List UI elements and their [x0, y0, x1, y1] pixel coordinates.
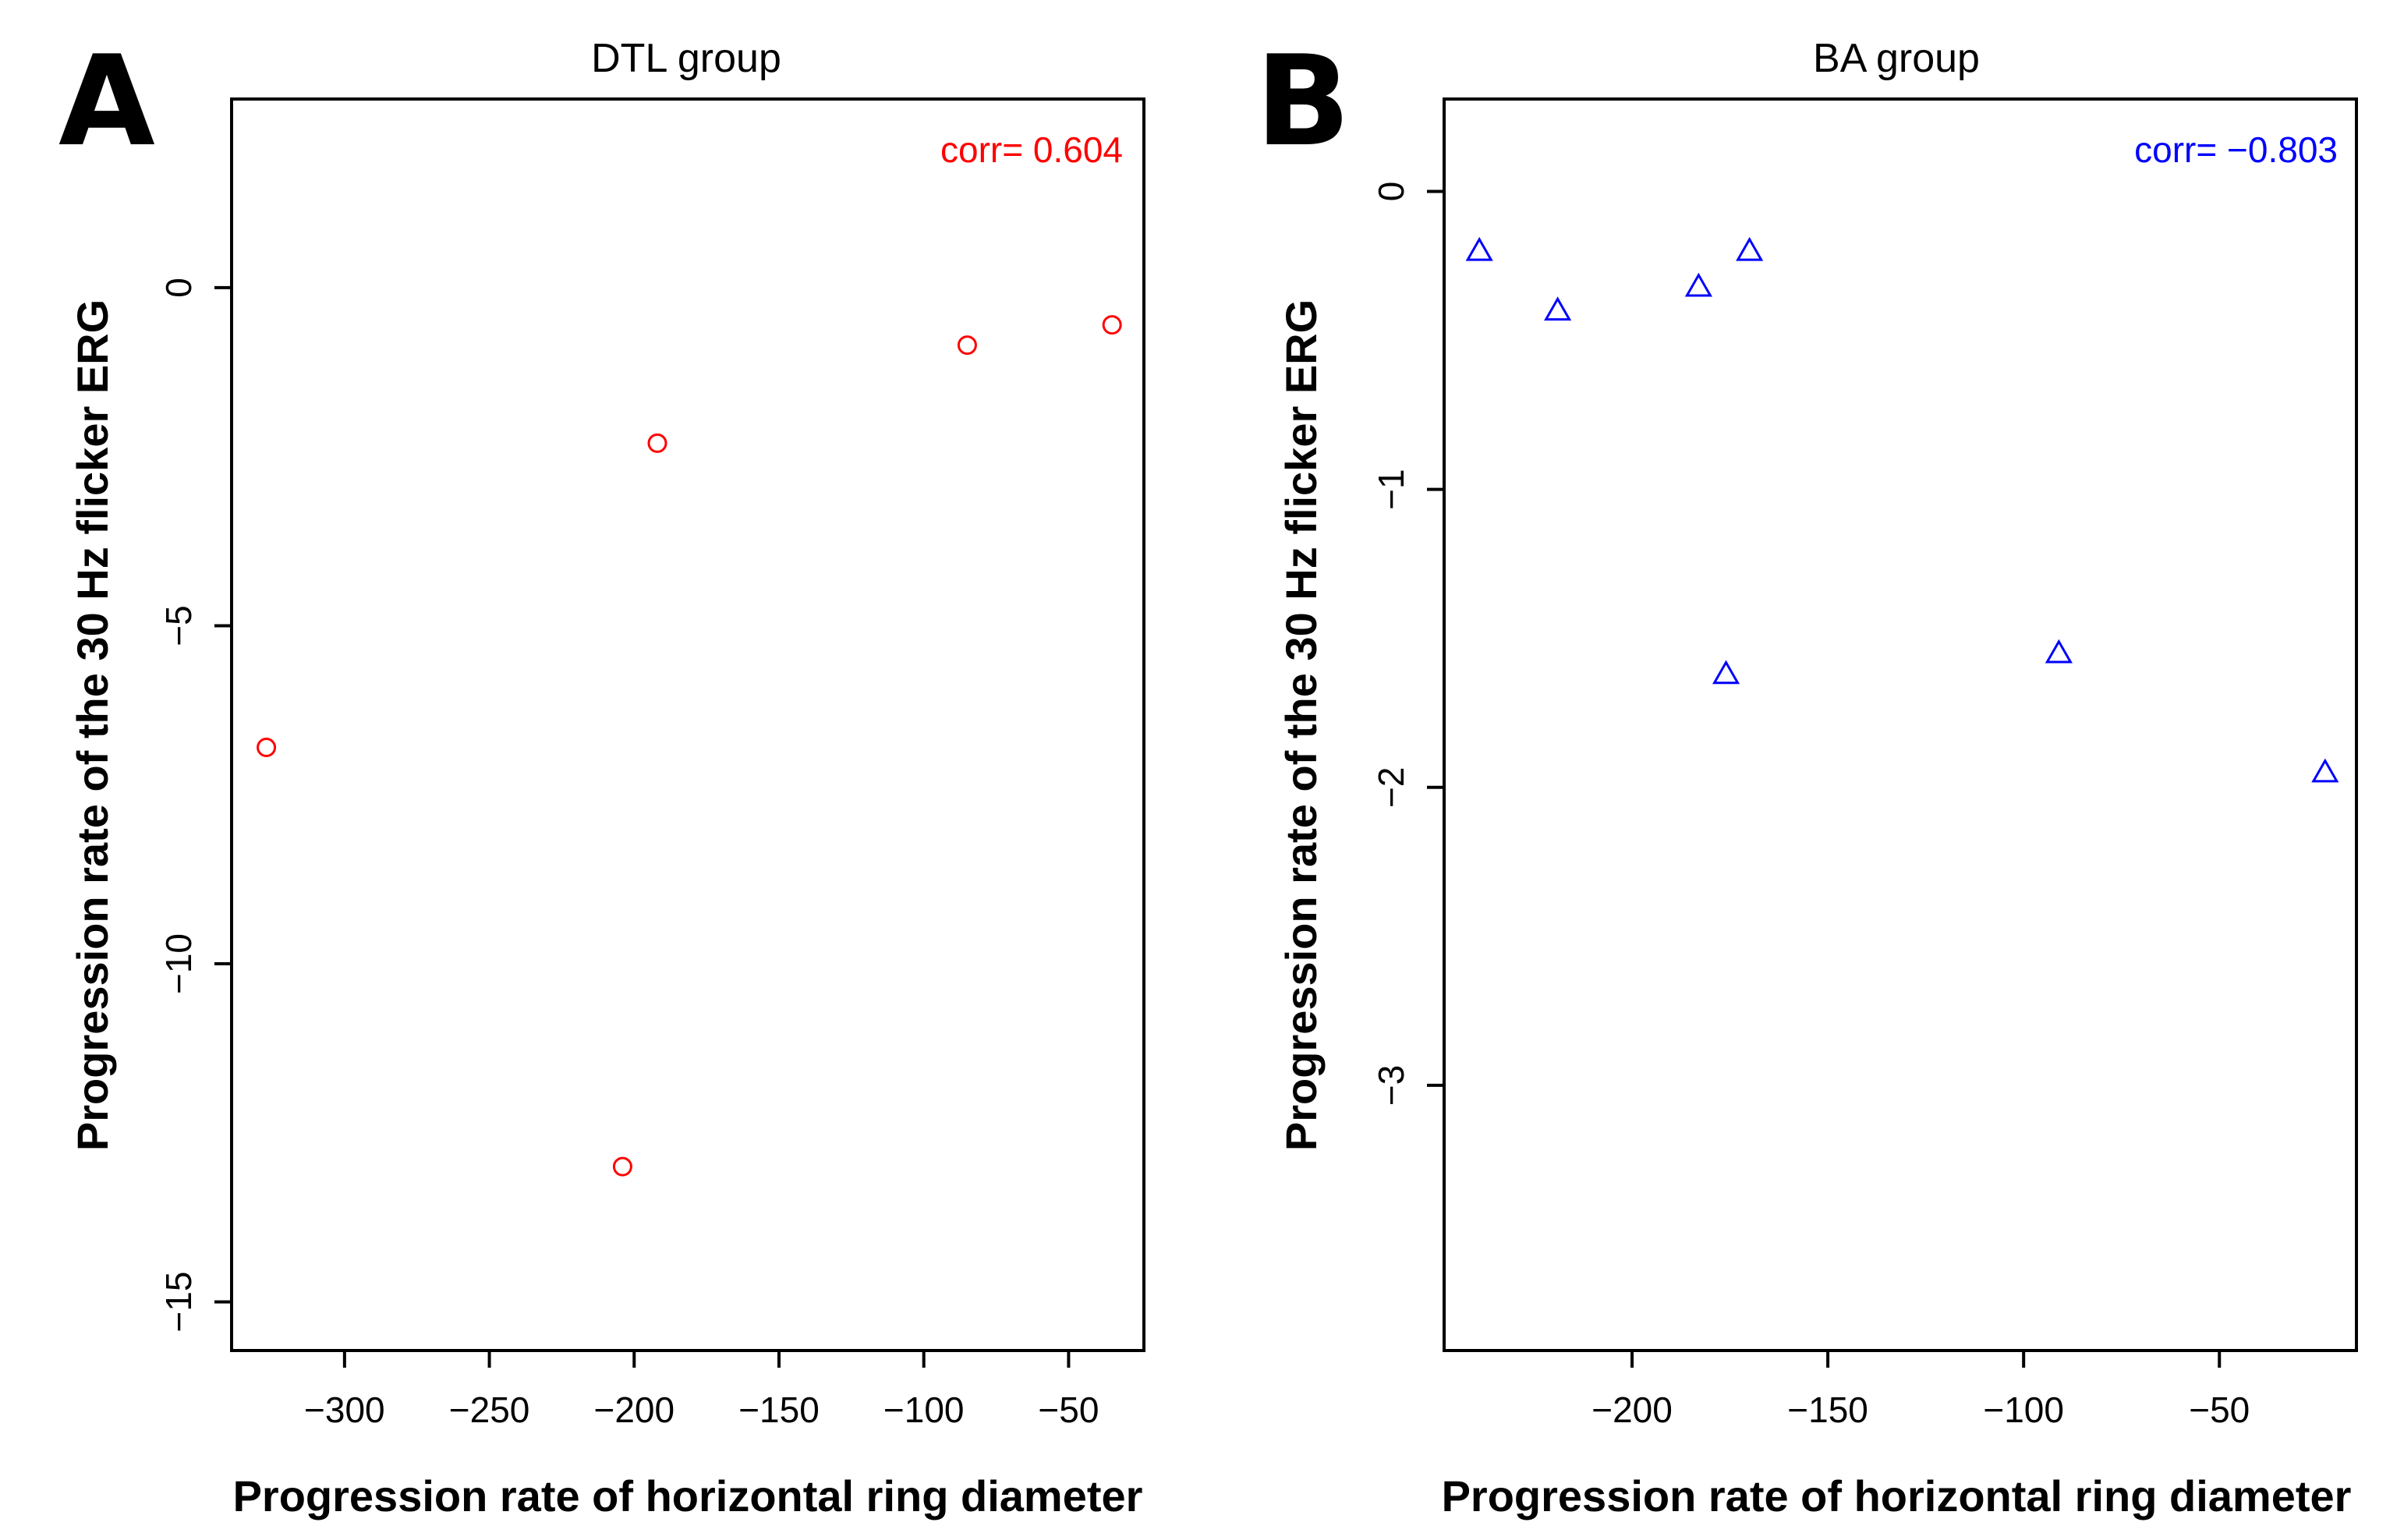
- panel-b-y-tick-label: −3: [1371, 1065, 1411, 1106]
- data-point: [1684, 272, 1712, 297]
- panel-b-data-points: [1465, 236, 2339, 783]
- panel-b-y-axis-label: Progression rate of the 30 Hz flicker ER…: [1276, 299, 1326, 1151]
- data-point: [957, 335, 977, 356]
- panel-b-y-tick-label: 0: [1371, 182, 1411, 202]
- panel-a-x-tick-label: −200: [593, 1390, 674, 1430]
- panel-a-y-tick-label: 0: [158, 278, 199, 298]
- panel-b-y-tick-label: −2: [1371, 767, 1411, 808]
- panel-b-x-axis-label: Progression rate of horizontal ring diam…: [1442, 1471, 2352, 1521]
- panel-a-x-axis: −300 −250 −200 −150 −100 −50: [304, 1349, 1099, 1430]
- panel-b-x-tick-label: −50: [2189, 1390, 2250, 1430]
- panel-a-y-axis-label: Progression rate of the 30 Hz flicker ER…: [68, 299, 117, 1151]
- panel-a-data-points: [257, 315, 1122, 1177]
- panel-b-x-tick-label: −100: [1983, 1390, 2064, 1430]
- panel-a-plot-frame: [230, 97, 1145, 1352]
- panel-a-x-axis-label: Progression rate of horizontal ring diam…: [233, 1471, 1143, 1521]
- panel-a-x-tick-label: −150: [738, 1390, 820, 1430]
- panel-b-y-axis: 0 −1 −2 −3: [1371, 182, 1446, 1106]
- panel-letter-a: A: [58, 28, 155, 174]
- panel-a-x-tick-label: −250: [449, 1390, 530, 1430]
- data-point: [257, 738, 277, 758]
- panel-a-y-tick-label: −10: [158, 933, 199, 994]
- panel-b-x-axis: −200 −150 −100 −50: [1591, 1349, 2250, 1430]
- panel-a-title: DTL group: [591, 36, 781, 81]
- panel-b-x-tick-label: −200: [1591, 1390, 1673, 1430]
- panel-a-x-tick-label: −100: [883, 1390, 965, 1430]
- data-point: [1102, 315, 1122, 335]
- panel-b-x-tick-label: −150: [1787, 1390, 1868, 1430]
- panel-letter-b: B: [1255, 28, 1351, 174]
- panel-b: B BA group Progression rate of horizonta…: [1255, 28, 2358, 1521]
- panel-b-corr-annotation: corr= −0.803: [2134, 129, 2338, 170]
- data-point: [1544, 296, 1572, 321]
- panel-a-y-axis: 0 −5 −10 −15: [158, 278, 233, 1333]
- data-point: [1712, 660, 1740, 685]
- panel-b-plot-frame: [1443, 97, 2358, 1352]
- panel-a: A DTL group Progression rate of horizont…: [58, 28, 1145, 1521]
- panel-b-title: BA group: [1813, 36, 1980, 81]
- panel-a-x-tick-label: −50: [1038, 1390, 1099, 1430]
- data-point: [612, 1156, 632, 1177]
- data-point: [2045, 639, 2073, 664]
- panel-a-x-tick-label: −300: [304, 1390, 385, 1430]
- data-point: [2311, 758, 2339, 783]
- panel-a-corr-annotation: corr= 0.604: [940, 129, 1123, 170]
- data-point: [647, 433, 667, 453]
- data-point: [1465, 236, 1493, 261]
- panel-b-y-tick-label: −1: [1371, 469, 1411, 509]
- data-point: [1736, 236, 1764, 261]
- panel-a-y-tick-label: −15: [158, 1272, 199, 1333]
- panel-a-y-tick-label: −5: [158, 605, 199, 646]
